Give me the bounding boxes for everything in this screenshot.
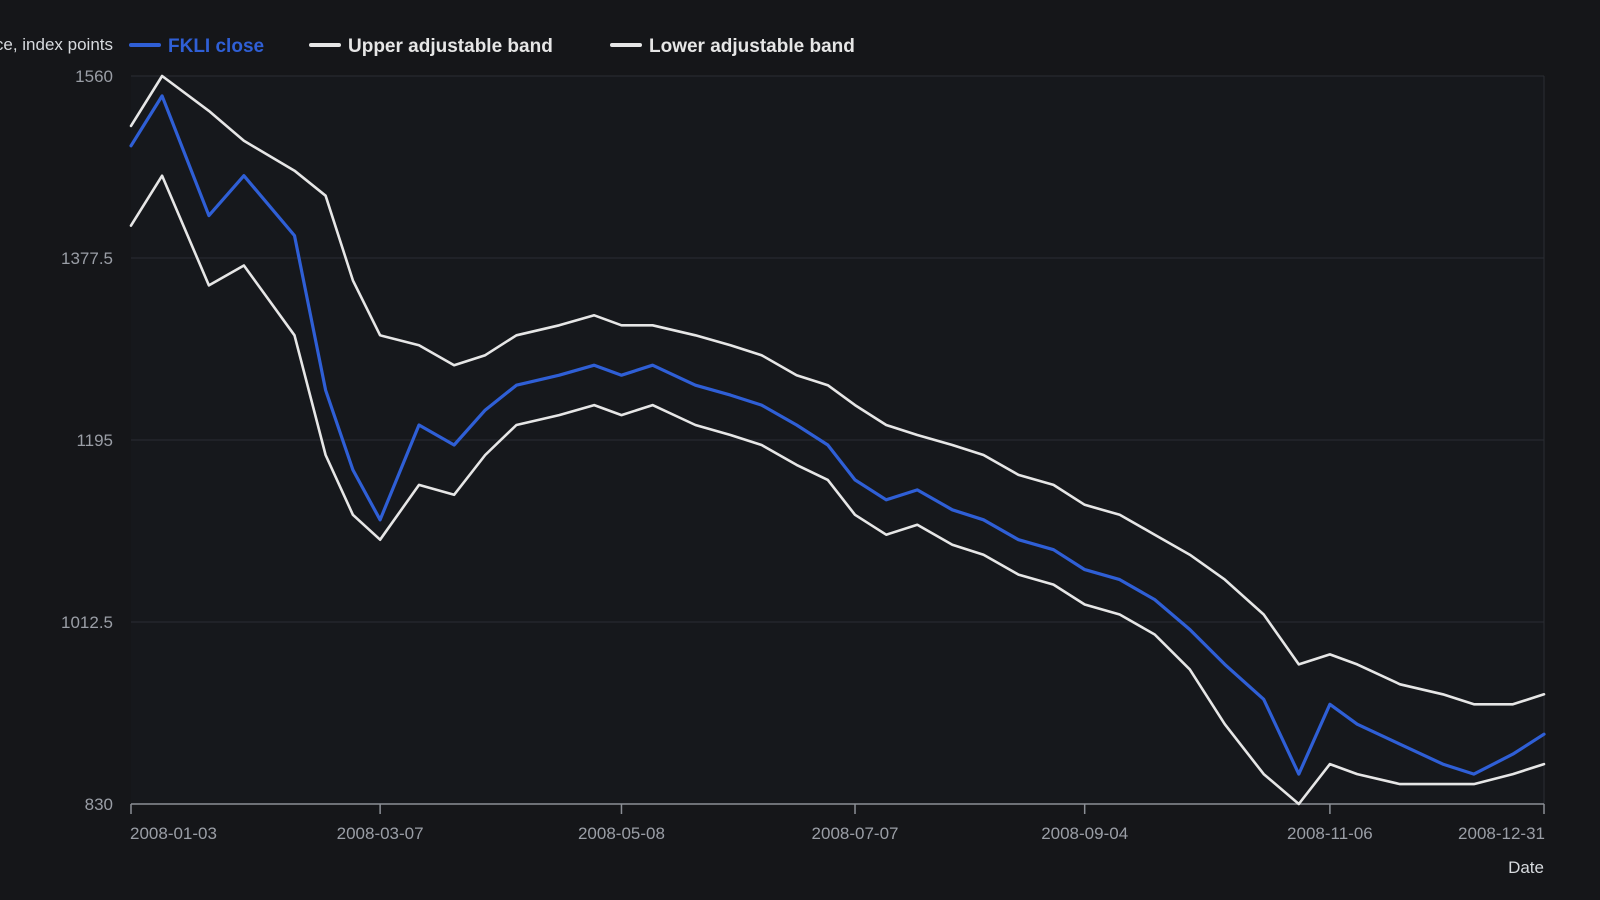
legend[interactable]: FKLI close Upper adjustable band Lower adj… xyxy=(129,36,855,57)
series-line-lower-adjustable-band xyxy=(129,174,1546,806)
x-tick-label: 2008-09-04 xyxy=(1041,824,1128,843)
series-line-upper-adjustable-band xyxy=(129,74,1546,706)
x-axis-title: Date xyxy=(1508,858,1544,877)
legend-label: FKLI close xyxy=(168,36,264,57)
x-tick-label: 2008-12-31 xyxy=(1458,824,1545,843)
x-axis: 2008-01-03 2008-03-07 2008-05-08 2008-07-07… xyxy=(130,803,1545,843)
y-tick-label: 1195 xyxy=(76,431,113,450)
x-tick-label: 2008-05-08 xyxy=(578,824,665,843)
x-tick-label: 2008-01-03 xyxy=(130,824,217,843)
series-line-fkli-close xyxy=(129,94,1546,776)
x-tick-label: 2008-07-07 xyxy=(812,824,899,843)
y-tick-label: 1012.5 xyxy=(61,613,113,632)
y-axis-title: Price, index points xyxy=(0,35,113,54)
x-tick-label: 2008-03-07 xyxy=(337,824,424,843)
y-axis: 830 1012.5 1195 1377.5 1560 xyxy=(61,67,113,814)
series-lines xyxy=(129,74,1546,806)
legend-item-fkli-close[interactable]: FKLI close xyxy=(129,36,264,57)
legend-item-lower-adjustable-band[interactable]: Lower adjustable band xyxy=(610,36,855,57)
y-tick-label: 830 xyxy=(85,795,113,814)
legend-item-upper-adjustable-band[interactable]: Upper adjustable band xyxy=(309,36,553,57)
legend-label: Upper adjustable band xyxy=(348,36,553,57)
y-tick-label: 1560 xyxy=(75,67,113,86)
y-tick-label: 1377.5 xyxy=(61,249,113,268)
legend-label: Lower adjustable band xyxy=(649,36,855,57)
x-tick-label: 2008-11-06 xyxy=(1287,824,1373,843)
